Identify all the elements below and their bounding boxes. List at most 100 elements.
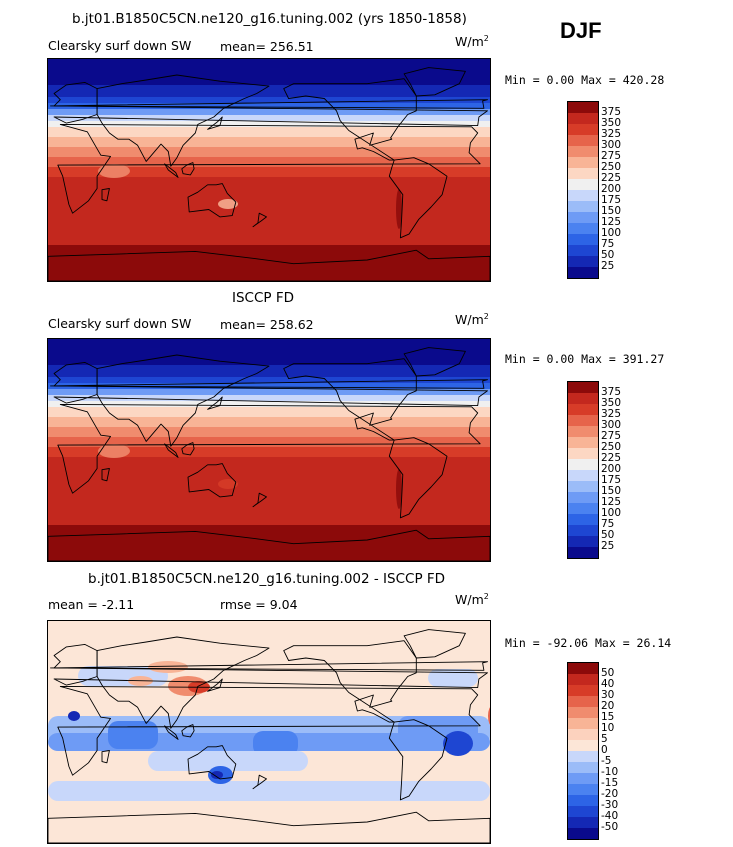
coastline bbox=[96, 636, 270, 729]
latitude-band bbox=[48, 459, 490, 462]
latitude-band bbox=[48, 247, 490, 250]
coastline bbox=[50, 379, 488, 389]
diff-spot bbox=[211, 771, 223, 779]
latitude-band bbox=[48, 353, 490, 356]
latitude-band bbox=[48, 169, 490, 172]
latitude-band bbox=[48, 91, 490, 94]
latitude-band bbox=[48, 355, 490, 358]
panel2-mean: mean= 258.62 bbox=[220, 317, 314, 332]
latitude-band bbox=[48, 513, 490, 516]
panel3-title: b.jt01.B1850C5CN.ne120_g16.tuning.002 - … bbox=[88, 571, 446, 587]
latitude-band bbox=[48, 451, 490, 454]
coastline bbox=[403, 347, 466, 377]
latitude-band bbox=[48, 441, 490, 444]
colorbar-swatch bbox=[568, 135, 598, 146]
latitude-band bbox=[48, 437, 490, 440]
colorbar-tick-label: 50 bbox=[601, 529, 615, 541]
latitude-band bbox=[48, 69, 490, 72]
colorbar-tick-label: 10 bbox=[601, 722, 615, 734]
latitude-band bbox=[48, 119, 490, 122]
colorbar-swatch bbox=[568, 674, 598, 685]
latitude-band bbox=[48, 205, 490, 208]
latitude-band bbox=[48, 421, 490, 424]
colorbar-tick-label: 5 bbox=[601, 733, 608, 745]
colorbar-swatch bbox=[568, 740, 598, 751]
latitude-band bbox=[48, 347, 490, 350]
colorbar-tick-label: 300 bbox=[601, 419, 622, 431]
coastline bbox=[252, 774, 267, 790]
latitude-band bbox=[48, 493, 490, 496]
colorbar-tick-label: 0 bbox=[601, 744, 608, 756]
latitude-band bbox=[48, 217, 490, 220]
latitude-band bbox=[48, 167, 490, 170]
latitude-band bbox=[48, 363, 490, 366]
coastline bbox=[252, 212, 267, 228]
panel1-mean: mean= 256.51 bbox=[220, 39, 314, 54]
panel2-minmax: Min = 0.00 Max = 391.27 bbox=[505, 352, 665, 366]
latitude-band bbox=[48, 149, 490, 152]
coastline bbox=[283, 78, 417, 161]
latitude-band bbox=[48, 383, 490, 386]
panel1-units: W/m2 bbox=[455, 34, 489, 50]
latitude-band bbox=[48, 87, 490, 90]
colorbar-tick-label: -20 bbox=[601, 788, 619, 800]
colorbar-swatch bbox=[568, 718, 598, 729]
latitude-band bbox=[48, 375, 490, 378]
colorbar-swatch bbox=[568, 426, 598, 437]
latitude-band bbox=[48, 531, 490, 534]
colorbar-tick-label: 15 bbox=[601, 711, 615, 723]
colorbar-tick-label: -40 bbox=[601, 810, 619, 822]
colorbar-tick-label: 325 bbox=[601, 128, 622, 140]
coastline bbox=[181, 442, 195, 456]
colorbar-swatch bbox=[568, 437, 598, 448]
latitude-band bbox=[48, 185, 490, 188]
latitude-band bbox=[48, 439, 490, 442]
colorbar-swatch bbox=[568, 503, 598, 514]
latitude-band bbox=[48, 261, 490, 264]
diff-blob bbox=[253, 731, 298, 756]
latitude-band bbox=[48, 477, 490, 480]
coastline bbox=[283, 358, 417, 441]
colorbar-tick-label: 175 bbox=[601, 474, 622, 486]
colorbar-tick-label: 200 bbox=[601, 463, 622, 475]
diff-blob bbox=[148, 751, 308, 771]
latitude-band bbox=[48, 471, 490, 474]
latitude-band bbox=[48, 75, 490, 78]
latitude-band bbox=[48, 549, 490, 552]
colorbar-tick-label: 200 bbox=[601, 183, 622, 195]
colorbar-swatch bbox=[568, 696, 598, 707]
latitude-band bbox=[48, 339, 490, 342]
colorbar-swatch bbox=[568, 817, 598, 828]
latitude-band bbox=[48, 487, 490, 490]
latitude-band bbox=[48, 153, 490, 156]
panel2-units: W/m2 bbox=[455, 312, 489, 328]
latitude-band bbox=[48, 89, 490, 92]
coastline bbox=[207, 116, 223, 130]
colorbar-swatch bbox=[568, 751, 598, 762]
coastline bbox=[187, 463, 237, 498]
latitude-band bbox=[48, 123, 490, 126]
hotspot bbox=[218, 479, 238, 489]
diff-spot bbox=[443, 731, 473, 756]
coastline bbox=[164, 443, 179, 458]
coastline bbox=[53, 643, 488, 689]
latitude-band bbox=[48, 191, 490, 194]
latitude-band bbox=[48, 499, 490, 502]
latitude-band bbox=[48, 141, 490, 144]
colorbar-swatch bbox=[568, 762, 598, 773]
colorbar-tick-label: -50 bbox=[601, 821, 619, 833]
panel1-minmax: Min = 0.00 Max = 420.28 bbox=[505, 73, 665, 87]
colorbar-tick-label: 40 bbox=[601, 678, 615, 690]
colorbar-tick-label: 50 bbox=[601, 667, 615, 679]
latitude-band bbox=[48, 229, 490, 232]
panel1-title: b.jt01.B1850C5CN.ne120_g16.tuning.002 (y… bbox=[72, 11, 467, 27]
panel3-mean: mean = -2.11 bbox=[48, 597, 135, 612]
diff-spot bbox=[488, 707, 490, 725]
latitude-band bbox=[48, 211, 490, 214]
diff-blob bbox=[48, 781, 490, 801]
coastline bbox=[57, 685, 481, 776]
latitude-band bbox=[48, 427, 490, 430]
coastline bbox=[187, 745, 237, 780]
coastline bbox=[50, 99, 488, 109]
colorbar-tick-label: 375 bbox=[601, 386, 622, 398]
